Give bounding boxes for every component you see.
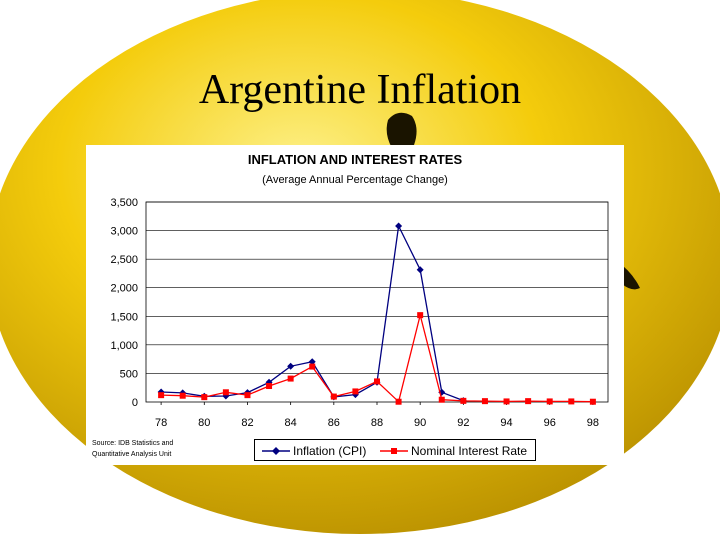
data-point-inflation: [351, 391, 359, 399]
data-point-interest: [503, 398, 510, 405]
data-point-inflation: [395, 222, 403, 230]
legend-square-marker: [380, 448, 408, 454]
data-point-inflation: [416, 266, 424, 274]
source-line: Source: IDB Statistics and: [92, 440, 174, 447]
chart-title: INFLATION AND INTEREST RATES: [247, 152, 463, 167]
data-point-interest: [266, 383, 273, 389]
data-point-interest: [438, 396, 445, 403]
data-point-interest: [309, 363, 316, 370]
data-point-interest: [395, 398, 402, 405]
y-tick-label: 500: [120, 368, 138, 380]
x-tick-label: 94: [500, 417, 512, 429]
y-tick-label: 0: [132, 397, 138, 409]
data-point-interest: [352, 388, 359, 395]
x-tick-label: 82: [241, 417, 253, 429]
y-tick-label: 3,000: [110, 226, 138, 238]
data-point-interest: [568, 398, 575, 405]
y-tick-label: 3,500: [110, 197, 138, 209]
legend-diamond-marker: [262, 447, 290, 455]
data-point-interest: [158, 392, 165, 399]
data-point-interest: [525, 398, 532, 405]
data-point-interest: [330, 393, 337, 400]
data-point-interest: [374, 378, 380, 385]
series-line-interest: [161, 314, 593, 403]
chart-panel: 0 500 1,000 1,500 2,000 2,500 3,000 3,500 78 80 82…: [86, 145, 624, 465]
x-tick-label: 92: [457, 417, 469, 429]
x-tick-label: 78: [155, 417, 167, 429]
source-note: Source: IDB Statistics and Quantitative …: [92, 438, 242, 460]
x-tick-label: 88: [371, 417, 383, 429]
x-tick-label: 98: [587, 417, 599, 429]
x-tick-label: 80: [198, 417, 210, 429]
y-tick-label: 2,500: [110, 254, 138, 266]
data-point-inflation: [308, 358, 316, 366]
chart-legend: Inflation (CPI) Nominal Interest Rate: [254, 439, 536, 461]
source-line: Quantitative Analysis Unit: [92, 451, 172, 458]
data-point-interest: [222, 389, 229, 396]
slide-title: Argentine Inflation: [198, 67, 522, 113]
inflation-chart: 0 500 1,000 1,500 2,000 2,500 3,000 3,500 78 80 82…: [110, 197, 609, 429]
x-tick-label: 90: [414, 417, 426, 429]
data-point-interest: [201, 394, 208, 401]
plot-frame: [145, 201, 609, 403]
data-point-interest: [589, 398, 596, 405]
data-point-interest: [417, 312, 424, 319]
data-point-interest: [481, 398, 488, 405]
chart-subtitle: (Average Annual Percentage Change): [262, 174, 448, 186]
y-tick-label: 1,000: [110, 340, 138, 352]
data-point-interest: [244, 392, 251, 399]
x-tick-label: 86: [328, 417, 340, 429]
legend-label-interest: Nominal Interest Rate: [411, 444, 528, 458]
legend-label-inflation: Inflation (CPI): [293, 444, 367, 458]
dark-accent-shape: [386, 112, 417, 148]
data-point-interest: [287, 375, 294, 382]
x-tick-label: 96: [544, 417, 556, 429]
data-point-interest: [460, 397, 467, 404]
y-tick-label: 1,500: [110, 311, 138, 323]
data-point-inflation: [287, 362, 295, 370]
y-tick-label: 2,000: [110, 283, 138, 295]
data-point-interest: [179, 392, 186, 399]
x-tick-label: 84: [285, 417, 297, 429]
data-point-interest: [546, 398, 553, 405]
